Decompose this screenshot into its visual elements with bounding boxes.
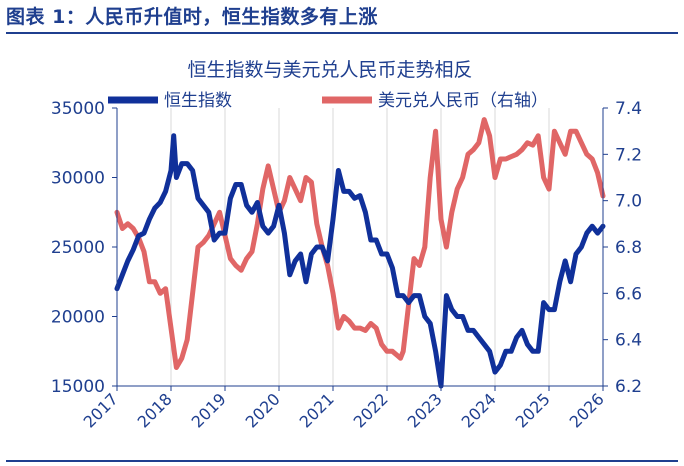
hsi-line — [114, 133, 606, 389]
chart-title: 恒生指数与美元兑人民币走势相反 — [187, 59, 472, 81]
y-tick-label: 25000 — [51, 238, 105, 258]
right-axis-ticks: 7.4 7.2 7.0 6.8 6.6 6.4 6.2 — [603, 99, 642, 397]
x-tick-label: 2019 — [188, 389, 230, 431]
x-tick-label: 2026 — [566, 389, 608, 431]
y-tick-label: 15000 — [51, 377, 105, 397]
y2-tick-label: 6.4 — [615, 331, 642, 351]
y2-tick-label: 6.6 — [615, 284, 642, 304]
legend-label-usdcny: 美元兑人民币（右轴） — [378, 91, 548, 111]
y2-tick-label: 6.8 — [615, 238, 642, 258]
x-tick-label: 2020 — [242, 389, 284, 431]
figure-title: 图表 1：人民币升值时，恒生指数多有上涨 — [6, 6, 378, 28]
y-tick-label: 35000 — [51, 99, 105, 119]
y2-tick-label: 6.2 — [615, 377, 642, 397]
x-tick-label: 2021 — [296, 389, 338, 431]
x-axis-ticks: 2017 2018 2019 2020 2021 2022 2023 2024 2025 2026 — [80, 386, 608, 432]
x-tick-label: 2023 — [404, 389, 446, 431]
y2-tick-label: 7.2 — [615, 145, 642, 165]
x-tick-label: 2022 — [350, 389, 392, 431]
usdcny-line-group — [114, 117, 606, 370]
title-rule — [6, 32, 678, 34]
x-tick-label: 2025 — [512, 389, 554, 431]
left-axis-ticks: 35000 30000 25000 20000 15000 — [51, 99, 117, 397]
bottom-rule — [6, 460, 678, 462]
y2-tick-label: 7.4 — [615, 99, 642, 119]
legend-label-hsi: 恒生指数 — [164, 91, 232, 111]
y-tick-label: 20000 — [51, 308, 105, 328]
y-tick-label: 30000 — [51, 169, 105, 189]
x-tick-label: 2024 — [458, 389, 500, 431]
y2-tick-label: 7.0 — [615, 192, 642, 212]
x-tick-label: 2018 — [134, 389, 176, 431]
hsi-line-group — [114, 133, 606, 389]
usdcny-line — [114, 117, 606, 370]
